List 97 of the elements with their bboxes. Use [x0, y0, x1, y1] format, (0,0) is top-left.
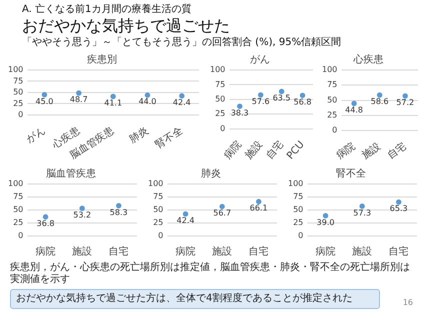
- y-tick-label: 50: [13, 88, 24, 97]
- data-label: 48.7: [70, 95, 88, 104]
- y-tick-label: 75: [153, 192, 164, 202]
- y-tick-label: 75: [215, 80, 226, 89]
- point: [396, 199, 402, 205]
- y-tick-label: 25: [153, 218, 164, 228]
- y-tick-label: 100: [148, 179, 164, 188]
- data-label: 42.4: [176, 216, 194, 226]
- point: [376, 92, 382, 98]
- point: [351, 100, 357, 106]
- x-tick-label: 病院: [316, 246, 336, 258]
- y-tick-label: 0: [158, 231, 164, 240]
- y-tick-label: 100: [8, 65, 24, 74]
- point: [322, 213, 328, 218]
- y-tick-label: 75: [13, 76, 24, 86]
- text: おだやかな気持ちで過ごせた: [22, 16, 231, 36]
- data-label: 36.8: [36, 218, 54, 228]
- point: [79, 206, 85, 212]
- x-tick-label: 自宅: [385, 140, 408, 162]
- x-tick-label: 自宅: [248, 246, 269, 258]
- point: [278, 88, 284, 94]
- data-label: 56.7: [213, 208, 232, 218]
- y-tick-label: 0: [298, 231, 304, 240]
- y-tick-label: 25: [13, 98, 24, 108]
- y-tick-label: 100: [322, 65, 338, 74]
- x-tick-label: 病院: [36, 246, 56, 258]
- y-tick-label: 25: [215, 109, 226, 118]
- data-label: 53.2: [73, 210, 92, 220]
- x-tick-label: 施設: [360, 140, 383, 162]
- y-tick-label: 50: [327, 95, 338, 104]
- x-tick-label: 病院: [176, 246, 196, 258]
- data-label: 38.3: [230, 108, 249, 118]
- point: [258, 92, 264, 98]
- data-label: 63.5: [272, 94, 291, 103]
- point: [42, 214, 48, 220]
- point: [359, 204, 365, 209]
- y-tick-label: 50: [215, 94, 226, 104]
- point: [402, 93, 408, 99]
- x-tick-label: 施設: [352, 246, 372, 258]
- text: 疾患別，がん・心疾患の死亡場所別は推定値，脳血管疾患・肺炎・腎不全の死亡場所別は実測値を示す: [10, 262, 411, 286]
- y-tick-label: 75: [293, 192, 304, 202]
- chart-title: がん: [250, 54, 270, 66]
- y-tick-label: 50: [13, 205, 24, 214]
- data-label: 57.2: [396, 98, 414, 107]
- x-tick-label: 腎不全: [153, 124, 185, 151]
- point: [219, 204, 225, 210]
- x-tick-label: 施設: [212, 246, 232, 258]
- x-tick-label: 病院: [222, 138, 244, 162]
- data-label: 42.4: [172, 98, 191, 107]
- y-tick-label: 25: [13, 218, 24, 228]
- chart-title: 腎不全: [336, 168, 366, 180]
- data-label: 45.0: [36, 96, 54, 106]
- x-tick-label: 施設: [242, 138, 265, 162]
- data-label: 57.6: [252, 97, 270, 106]
- data-label: 44.8: [345, 106, 363, 114]
- y-tick-label: 100: [210, 65, 226, 74]
- x-tick-label: 施設: [72, 246, 92, 258]
- y-tick-label: 25: [327, 110, 338, 120]
- text: A. 亡くなる前1カ月間の療養生活の質: [22, 4, 192, 16]
- y-tick-label: 50: [153, 205, 164, 214]
- x-tick-label: 自宅: [264, 138, 286, 162]
- chart-title: 脳血管疾患: [46, 168, 96, 180]
- y-tick-label: 0: [18, 110, 24, 119]
- y-tick-label: 100: [288, 179, 304, 188]
- text: 16: [402, 298, 413, 307]
- y-tick-label: 50: [293, 205, 304, 214]
- y-tick-label: 0: [18, 231, 24, 240]
- data-label: 39.0: [316, 218, 334, 227]
- y-tick-label: 0: [332, 126, 338, 135]
- point: [116, 202, 122, 208]
- text: 「ややそう思う」～「とてもそう思う」の回答割合 (%), 95%信頼区間: [22, 36, 342, 49]
- data-label: 44.0: [138, 97, 156, 106]
- x-tick-label: 病院: [334, 140, 358, 162]
- data-label: 66.1: [250, 204, 268, 213]
- x-tick-label: 自宅: [108, 246, 129, 258]
- x-tick-label: 自宅: [388, 246, 409, 258]
- data-label: 58.6: [370, 97, 389, 106]
- point: [300, 92, 306, 98]
- data-label: 65.3: [390, 204, 408, 214]
- y-tick-label: 75: [327, 80, 338, 90]
- point: [256, 198, 262, 204]
- y-tick-label: 0: [220, 124, 226, 133]
- chart-title: 疾患別: [87, 54, 117, 66]
- y-tick-label: 75: [13, 192, 24, 202]
- point: [182, 211, 188, 217]
- chart-title: 肺炎: [201, 168, 221, 180]
- y-tick-label: 25: [293, 218, 304, 228]
- text: おだやかな気持ちで過ごせた方は、全体で4割程度であることが推定された: [10, 289, 380, 309]
- data-label: 41.1: [104, 98, 122, 108]
- data-label: 58.3: [110, 208, 128, 217]
- chart-title: 心疾患: [352, 54, 384, 66]
- point: [237, 104, 242, 109]
- x-tick-label: がん: [24, 125, 48, 146]
- y-tick-label: 100: [8, 179, 24, 188]
- data-label: 56.8: [294, 97, 312, 106]
- x-tick-label: 肺炎: [127, 124, 150, 146]
- data-label: 57.3: [353, 208, 372, 218]
